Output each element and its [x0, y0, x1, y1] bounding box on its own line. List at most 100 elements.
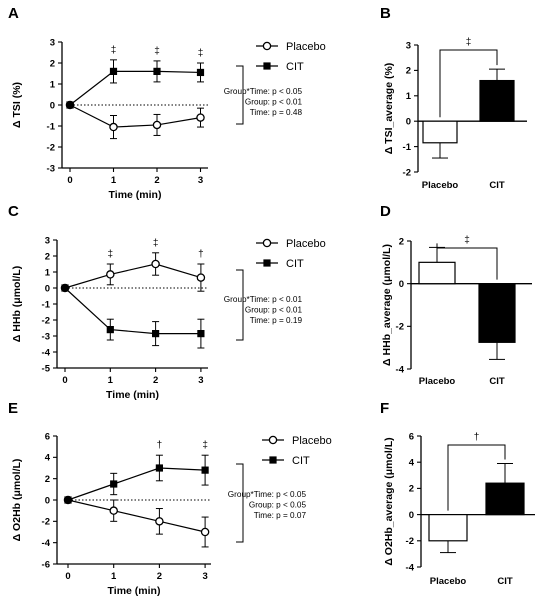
series-cit [64, 454, 209, 504]
cit-point [201, 466, 209, 474]
panel-label: D [380, 203, 391, 220]
y-tick-label: -1 [47, 121, 56, 132]
cit-point [109, 67, 118, 75]
significance-mark: ‡ [466, 37, 472, 48]
cit-point [152, 330, 160, 338]
bar-cit [479, 79, 515, 122]
y-tick-label: 1 [406, 91, 412, 102]
y-tick-label: 0 [45, 283, 50, 294]
x-tick-label: 0 [65, 571, 70, 582]
y-tick-label: 0 [409, 510, 414, 521]
placebo-point [196, 113, 205, 122]
y-tick-label: 2 [409, 484, 414, 495]
x-axis-label: Time (min) [106, 389, 159, 401]
y-tick-label: -6 [42, 559, 50, 570]
stats-line: Time: p = 0.07 [254, 511, 307, 520]
significance-mark: ‡ [202, 440, 208, 451]
x-tick-label: 3 [202, 571, 207, 582]
legend-label: Placebo [292, 435, 332, 447]
cit-point [197, 330, 205, 338]
category-label: CIT [489, 376, 505, 387]
y-tick-label: 4 [45, 453, 51, 464]
bar-cit [478, 283, 516, 343]
bar-chart-panel-b: B -2 -1 0 1 2 3 Δ TSI_average (%) Placebo CIT ‡ [380, 5, 527, 191]
y-tick-label: -4 [406, 562, 415, 573]
placebo-point [151, 259, 160, 269]
x-tick-label: 2 [154, 175, 159, 186]
y-tick-label: -2 [396, 322, 404, 333]
cit-point [106, 326, 114, 334]
stats-line: Time: p = 0.19 [250, 316, 303, 325]
y-tick-label: 0 [50, 100, 55, 111]
stats-bracket [236, 269, 244, 341]
legend-label: Placebo [286, 238, 326, 250]
y-tick-label: -3 [47, 163, 55, 174]
y-tick-label: 2 [406, 66, 411, 77]
y-tick-label: 3 [50, 37, 55, 48]
stats-line: Group: p < 0.01 [245, 98, 303, 107]
cit-point [263, 259, 271, 267]
x-axis-label: Time (min) [109, 189, 162, 201]
placebo-point [196, 273, 206, 282]
placebo-point [106, 270, 115, 279]
y-tick-label: -3 [42, 331, 50, 342]
bar-chart-panel-d: D -4 -2 0 2 Δ HHb_average (μmol/L) Placebo CIT ‡ [380, 203, 532, 387]
placebo-point [262, 41, 272, 51]
bar-placebo [428, 513, 468, 542]
cit-point [66, 101, 74, 109]
x-tick-label: 3 [198, 375, 203, 386]
y-tick-label: 4 [409, 458, 415, 469]
bar-chart-panel-f: F -4 -2 0 2 4 6 Δ O2Hb_average (μmol/L) Placebo C… [380, 400, 535, 587]
significance-mark: ‡ [108, 249, 114, 260]
bar-placebo [422, 120, 458, 144]
series-cit [61, 284, 205, 349]
y-tick-label: -4 [42, 347, 51, 358]
y-tick-label: 2 [399, 236, 404, 247]
series-line [69, 104, 201, 128]
cit-point [269, 456, 277, 464]
significance-bracket [439, 49, 498, 118]
y-tick-label: -1 [403, 142, 412, 153]
y-tick-label: 1 [45, 267, 51, 278]
series-placebo [63, 495, 210, 548]
series-placebo [60, 252, 206, 293]
x-tick-label: 1 [108, 375, 114, 386]
cit-point [263, 62, 271, 70]
y-tick-label: 2 [45, 251, 50, 262]
x-axis-label: Time (min) [108, 585, 161, 597]
x-tick-label: 2 [153, 375, 158, 386]
significance-mark: † [198, 249, 204, 260]
category-label: Placebo [422, 180, 459, 191]
bar-placebo [418, 261, 456, 285]
y-tick-label: 2 [45, 474, 50, 485]
stats-bracket [236, 65, 244, 125]
y-tick-label: 6 [409, 431, 414, 442]
x-tick-label: 0 [67, 175, 72, 186]
y-tick-label: 0 [45, 495, 50, 506]
category-label: Placebo [430, 576, 467, 587]
y-axis-label: Δ O2Hb (μmol/L) [11, 459, 23, 542]
category-label: CIT [497, 576, 513, 587]
stats-bracket [236, 463, 244, 543]
y-axis-label: Δ TSI (%) [11, 82, 23, 128]
stats-line: Group*Time: p < 0.01 [224, 295, 303, 304]
significance-bracket [447, 444, 506, 511]
significance-mark: † [157, 440, 163, 451]
y-axis-label: Δ O2Hb_average (μmol/L) [383, 437, 395, 565]
placebo-point [155, 517, 164, 526]
y-tick-label: -5 [42, 363, 51, 374]
stats-line: Group: p < 0.01 [245, 306, 303, 315]
stats-line: Time: p = 0.48 [250, 108, 303, 117]
y-tick-label: -2 [403, 167, 411, 178]
line-chart-panel-e: E -6 -4 -2 0 2 4 6 0 1 2 3 Time (min) Δ O2Hb (μmol/L)… [8, 400, 332, 597]
stats-line: Group*Time: p < 0.05 [224, 87, 303, 96]
y-axis-label: Δ TSI_average (%) [383, 63, 395, 155]
cit-point [196, 68, 205, 77]
placebo-point [268, 435, 278, 445]
placebo-point [200, 527, 210, 537]
series-line [67, 467, 206, 501]
significance-mark: ‡ [464, 235, 470, 246]
placebo-point [262, 238, 272, 248]
panel-label: E [8, 400, 18, 417]
significance-mark: ‡ [198, 48, 204, 59]
